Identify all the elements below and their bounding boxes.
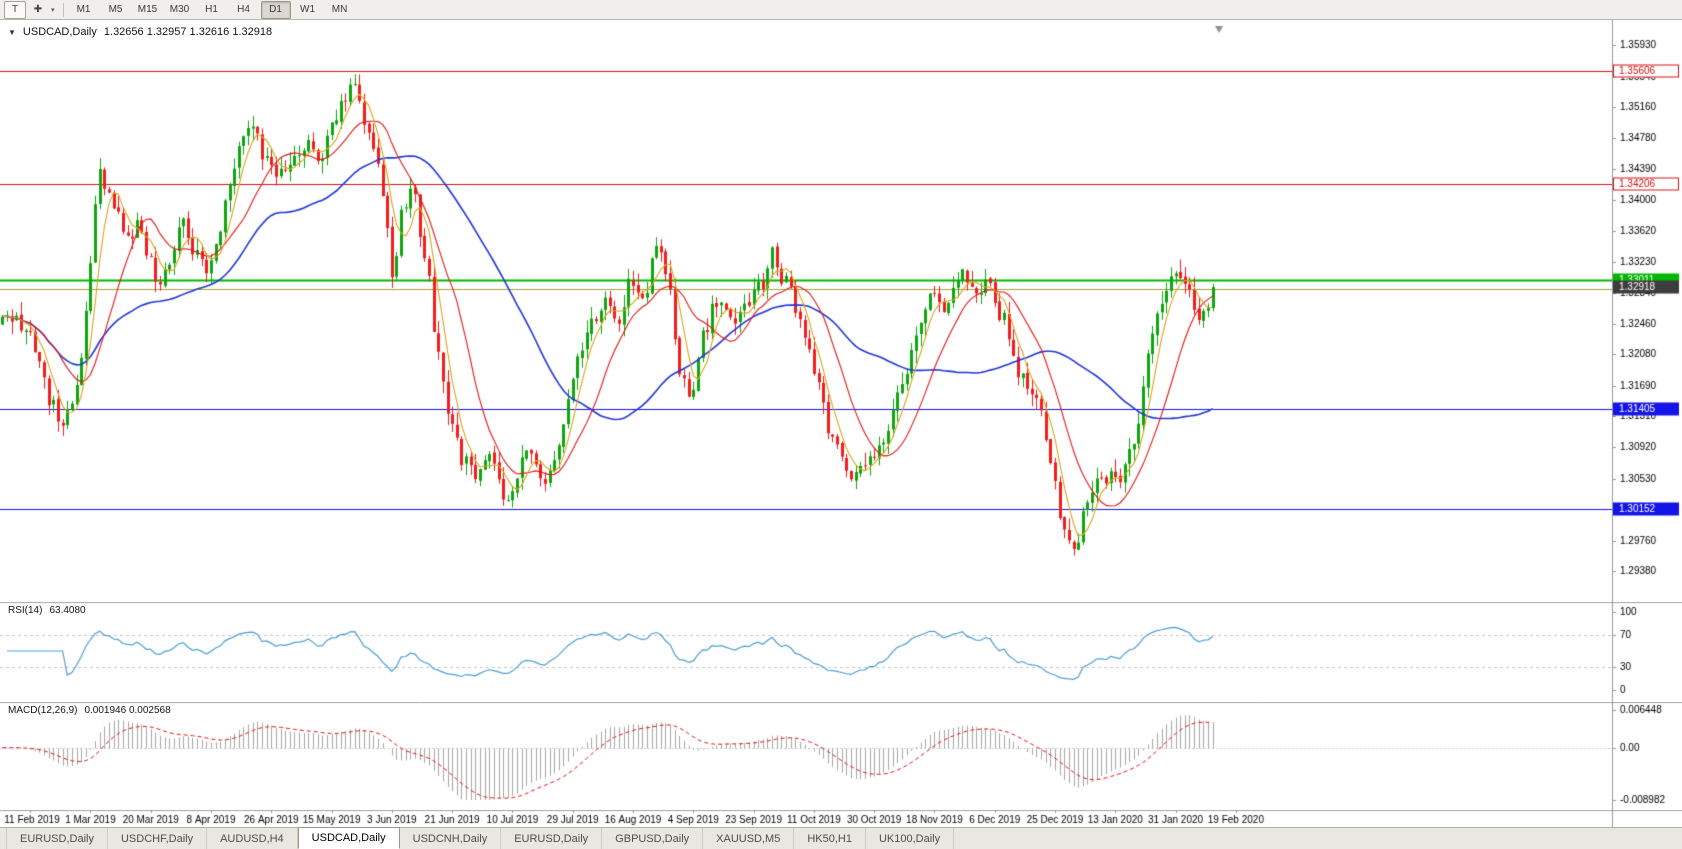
main-chart-canvas[interactable] <box>0 20 1682 602</box>
rsi-name: RSI(14) <box>8 605 43 616</box>
chart-tab-xauusd-m5[interactable]: XAUUSD,M5 <box>703 828 795 849</box>
macd-name: MACD(12,26,9) <box>8 705 78 716</box>
chart-tab-gbpusd-daily[interactable]: GBPUSD,Daily <box>602 828 704 849</box>
macd-panel: MACD(12,26,9) 0.001946 0.002568 <box>0 702 1682 810</box>
timeframe-h1-button[interactable]: H1 <box>205 4 218 15</box>
rsi-label: RSI(14) 63.4080 <box>8 605 86 616</box>
macd-label: MACD(12,26,9) 0.001946 0.002568 <box>8 705 171 716</box>
timeframe-m30-button[interactable]: M30 <box>169 4 190 15</box>
collapse-arrow-icon[interactable]: ▼ <box>8 27 16 37</box>
ohlc-values: 1.32656 1.32957 1.32616 1.32918 <box>103 26 273 38</box>
timeframe-m15-button[interactable]: M15 <box>137 4 158 15</box>
timeframe-m1-button[interactable]: M1 <box>76 4 91 15</box>
chart-tab-hk50-h1[interactable]: HK50,H1 <box>794 828 866 849</box>
date-axis-canvas[interactable] <box>0 810 1682 827</box>
timeframe-mn-button[interactable]: MN <box>331 4 348 15</box>
symbol-period-label: USDCAD,Daily <box>22 26 97 38</box>
date-axis <box>0 810 1682 827</box>
main-chart-panel: ▼ USDCAD,Daily 1.32656 1.32957 1.32616 1… <box>0 20 1682 602</box>
timeframe-w1-button[interactable]: W1 <box>300 4 316 15</box>
chart-tab-usdcad-daily[interactable]: USDCAD,Daily <box>297 827 400 849</box>
rsi-panel: RSI(14) 63.4080 <box>0 602 1682 702</box>
chart-tab-usdchf-daily[interactable]: USDCHF,Daily <box>108 828 208 849</box>
chart-tab-eurusd-daily[interactable]: EURUSD,Daily <box>501 828 603 849</box>
chart-template-button[interactable]: T <box>4 0 26 19</box>
macd-values: 0.001946 0.002568 <box>84 705 171 716</box>
chevron-down-icon[interactable]: ▾ <box>51 6 55 14</box>
chart-title: ▼ USDCAD,Daily 1.32656 1.32957 1.32616 1… <box>8 26 272 38</box>
rsi-value: 63.4080 <box>49 605 86 616</box>
rsi-canvas[interactable] <box>0 602 1682 702</box>
timeframe-d1-button[interactable]: D1 <box>260 0 291 19</box>
chart-tab-uk100-daily[interactable]: UK100,Daily <box>866 828 955 849</box>
chart-tabbar: EURUSD,Daily USDCHF,Daily AUDUSD,H4 USDCAD,… <box>0 827 1682 849</box>
timeframe-m5-button[interactable]: M5 <box>108 4 123 15</box>
chart-tab-eurusd-daily[interactable]: EURUSD,Daily <box>6 828 108 849</box>
macd-canvas[interactable] <box>0 702 1682 810</box>
toolbar-separator <box>62 2 64 17</box>
chart-tab-audusd-h4[interactable]: AUDUSD,H4 <box>207 828 298 849</box>
chart-tab-usdcnh-daily[interactable]: USDCNH,Daily <box>400 828 502 849</box>
toolbar: T ✚ ▾ M1 M5 M15 M30 H1 H4 D1 W1 MN <box>0 0 1682 20</box>
crosshair-tool-button[interactable]: ✚ <box>33 4 43 15</box>
timeframe-buttons: M1 M5 M15 M30 H1 H4 D1 W1 MN <box>68 0 356 19</box>
timeframe-h4-button[interactable]: H4 <box>237 4 250 15</box>
